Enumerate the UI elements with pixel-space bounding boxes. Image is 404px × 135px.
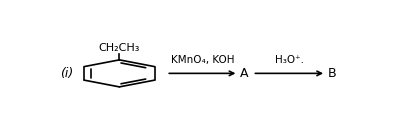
Text: H₃O⁺.: H₃O⁺. xyxy=(275,55,304,65)
Text: A: A xyxy=(240,67,248,80)
Text: KMnO₄, KOH: KMnO₄, KOH xyxy=(170,55,234,65)
Text: CH₂CH₃: CH₂CH₃ xyxy=(99,43,140,53)
Text: B: B xyxy=(328,67,336,80)
Text: (i): (i) xyxy=(60,67,73,80)
